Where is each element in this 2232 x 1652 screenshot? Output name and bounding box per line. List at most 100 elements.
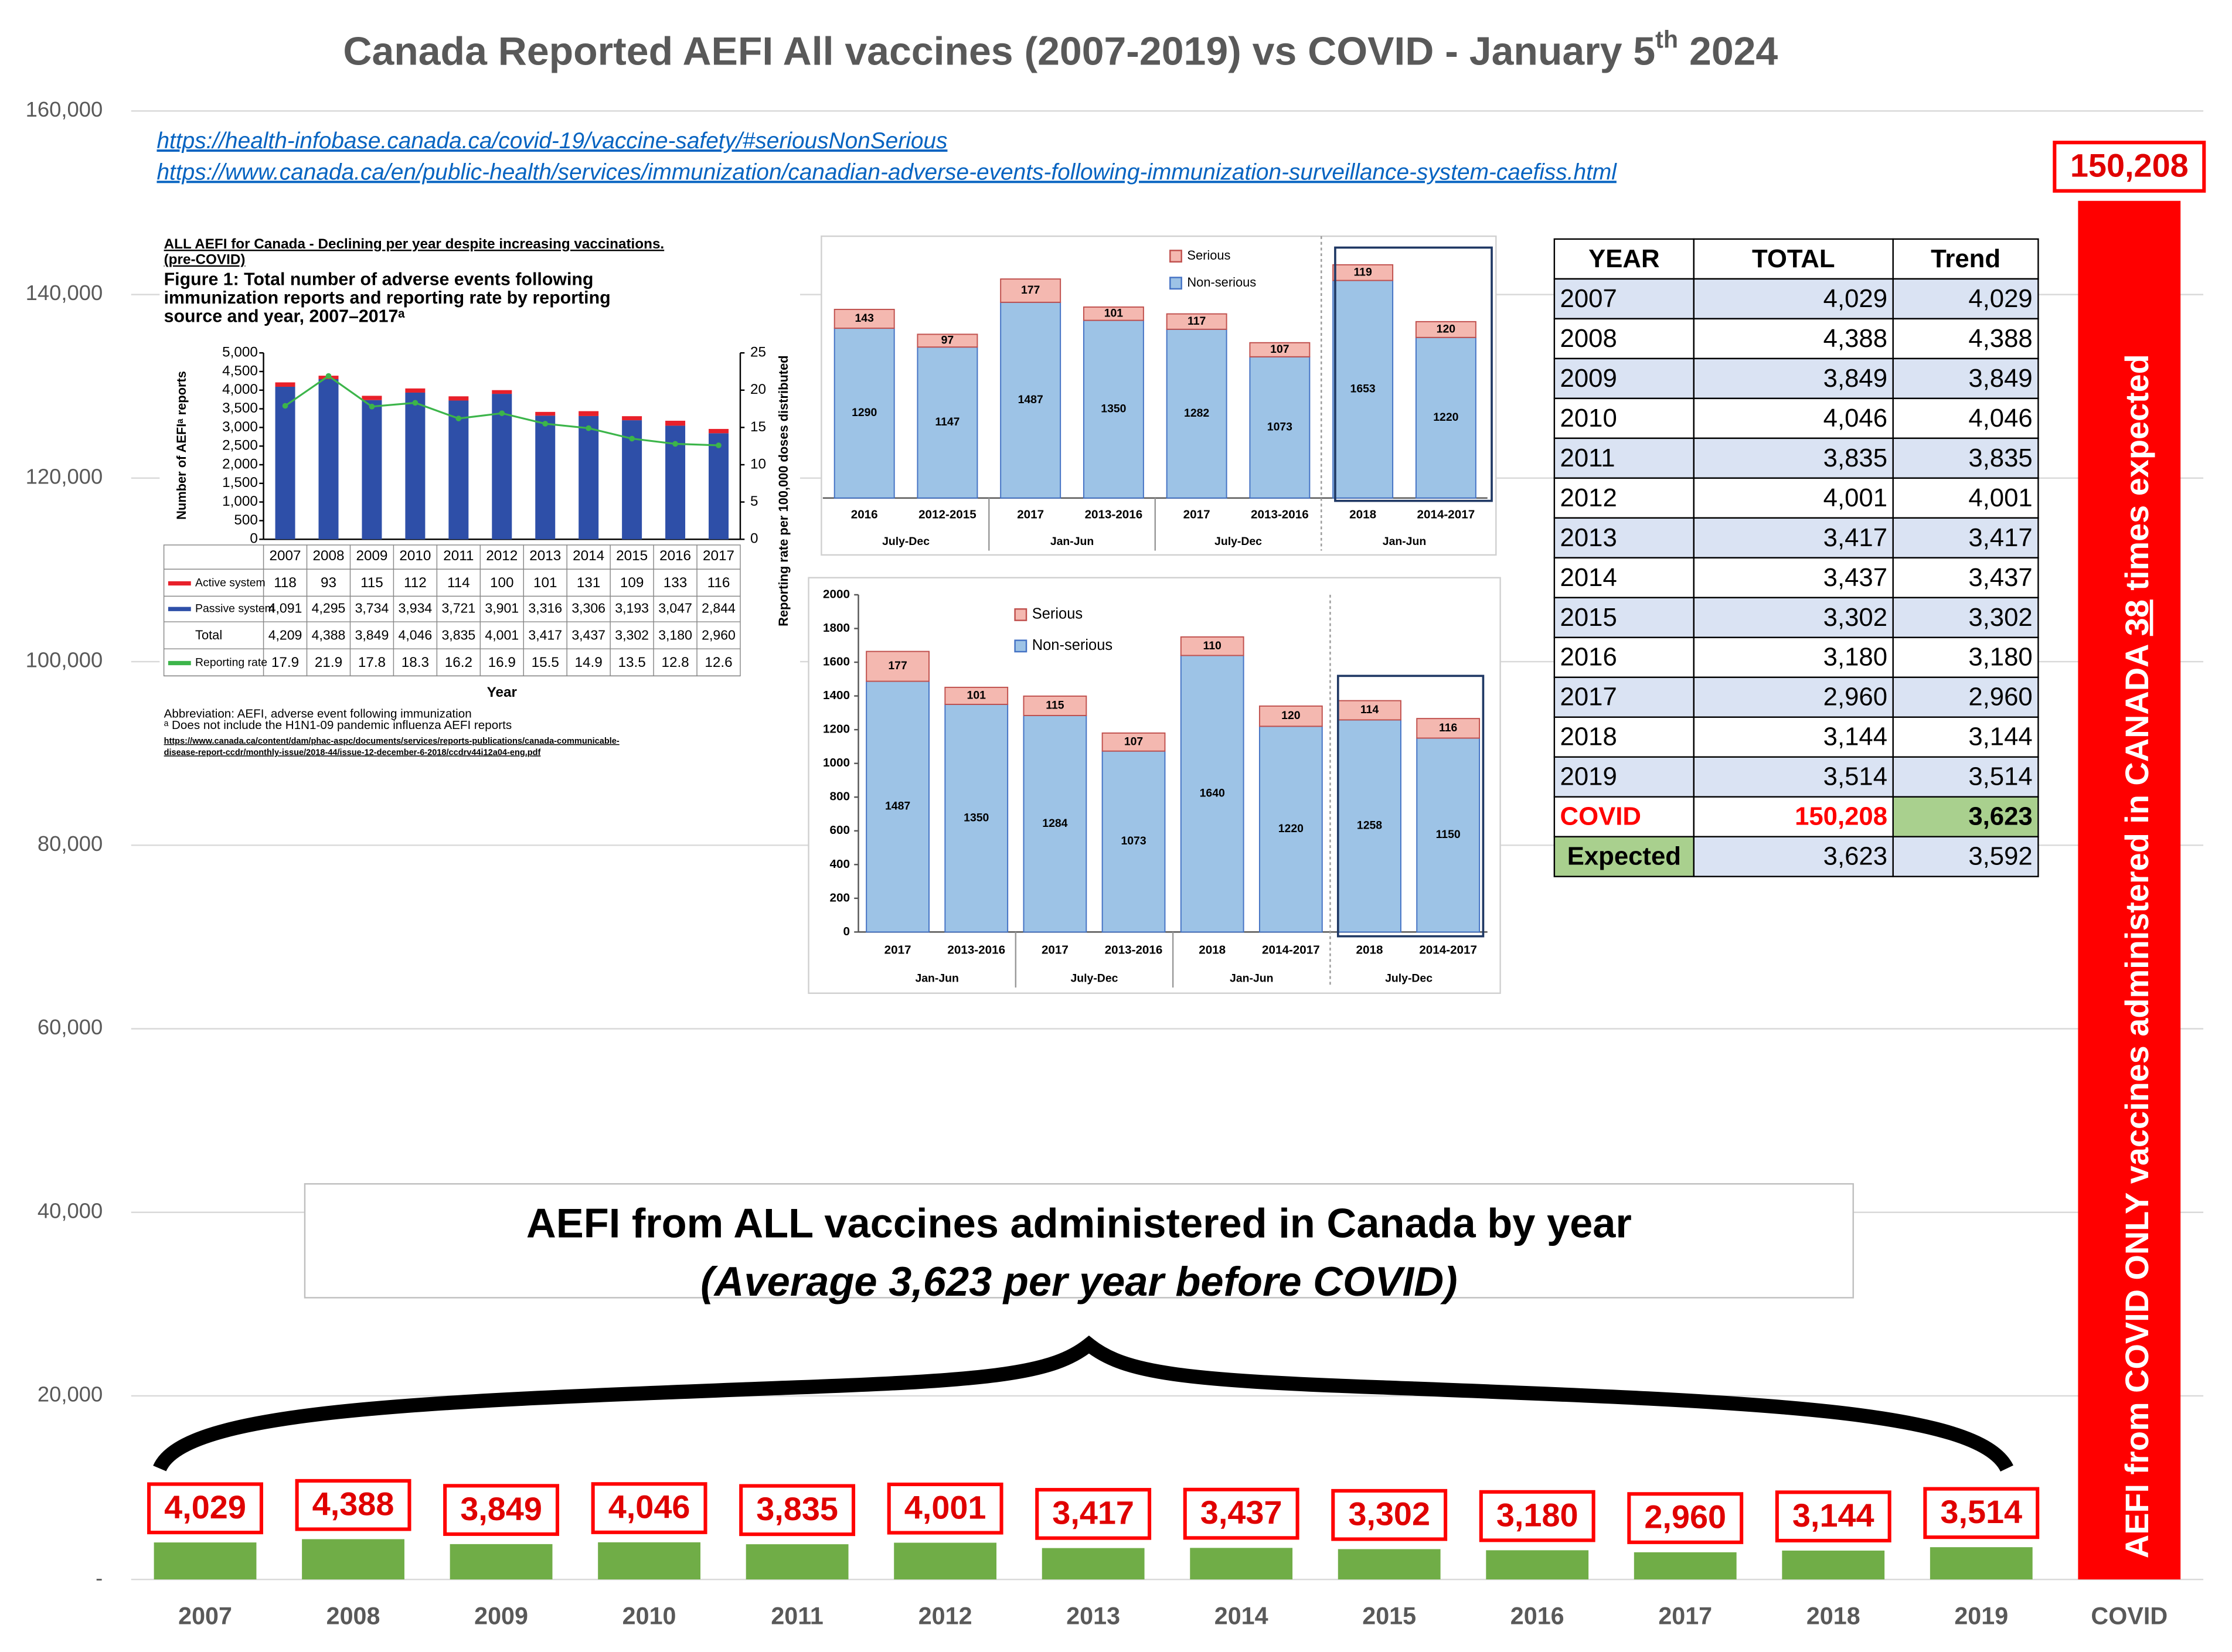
cell-text: 2,960 bbox=[1823, 683, 1887, 711]
main-chart: - 20,000 40,000 60,000 80,000 100,000 120,000 1… bbox=[26, 97, 2206, 1630]
cell-text: 3,437 bbox=[1968, 563, 2032, 592]
link[interactable]: https://www.canada.ca/en/public-health/s… bbox=[156, 159, 1617, 185]
bar bbox=[1486, 1550, 1589, 1580]
bar bbox=[1338, 719, 1401, 933]
value-label: 110 bbox=[1203, 639, 1222, 652]
cell-text: 3,514 bbox=[1968, 762, 2032, 791]
y-tick-label: 120,000 bbox=[26, 464, 103, 488]
cell bbox=[1553, 517, 1695, 559]
bar bbox=[154, 1542, 257, 1580]
link[interactable]: https://health-infobase.canada.ca/covid-… bbox=[156, 128, 947, 154]
cell: 131 bbox=[577, 575, 601, 591]
value-label: 101 bbox=[1104, 306, 1124, 319]
cell-text: 4,029 bbox=[1823, 284, 1887, 313]
cell-text: 3,417 bbox=[1968, 523, 2032, 552]
cell bbox=[1553, 836, 1695, 877]
cell bbox=[1892, 318, 2039, 360]
value-label: 1258 bbox=[1357, 819, 1382, 832]
cell bbox=[1553, 477, 1695, 519]
cell: 21.9 bbox=[315, 655, 342, 670]
value-label: 3,849 bbox=[460, 1490, 542, 1527]
value-label: 116 bbox=[1439, 721, 1458, 734]
value-label: 1147 bbox=[935, 415, 960, 428]
bar bbox=[275, 382, 295, 387]
inset-heading: ALL AEFI for Canada - Declining per year… bbox=[164, 236, 665, 252]
callout-title: AEFI from ALL vaccines administered in C… bbox=[526, 1200, 1632, 1246]
value-label: 3,144 bbox=[1792, 1497, 1874, 1534]
x-tick-label: 2010 bbox=[399, 548, 431, 564]
bar bbox=[405, 388, 426, 393]
bar bbox=[2078, 200, 2181, 1580]
bar bbox=[917, 346, 978, 499]
x-tick-label: 2008 bbox=[313, 548, 345, 564]
y-tick-label: 5,000 bbox=[222, 345, 258, 360]
cell: 109 bbox=[620, 575, 644, 591]
value-label-box bbox=[2053, 141, 2206, 193]
bar bbox=[448, 396, 469, 401]
x-tick-label: 2017 bbox=[703, 548, 734, 564]
value-label: 120 bbox=[1281, 709, 1300, 722]
bar bbox=[362, 396, 382, 400]
cell: 3,721 bbox=[441, 600, 475, 615]
x-tick-label: 2013-2016 bbox=[1085, 507, 1143, 521]
bar bbox=[622, 416, 642, 421]
cell: 12.6 bbox=[705, 655, 732, 670]
cell-text: 4,046 bbox=[1968, 404, 2032, 432]
y-tick-label: 3,500 bbox=[222, 400, 258, 416]
cell bbox=[1693, 517, 1894, 559]
title-main: Canada Reported AEFI All vaccines (2007-… bbox=[343, 29, 1655, 73]
cell bbox=[1892, 557, 2039, 599]
x-tick-label: 2013-2016 bbox=[947, 943, 1005, 956]
bar bbox=[1166, 328, 1227, 499]
cell-text: 4,001 bbox=[1823, 483, 1887, 512]
bar bbox=[579, 411, 599, 416]
cell: 133 bbox=[664, 575, 688, 591]
y2-tick-label: 5 bbox=[750, 493, 758, 509]
value-label: 4,001 bbox=[904, 1488, 986, 1525]
value-label: 4,029 bbox=[164, 1488, 246, 1525]
x-tick-label: 2014-2017 bbox=[1419, 943, 1477, 956]
group-label: Jan-Jun bbox=[1050, 535, 1094, 548]
value-label-box bbox=[1775, 1490, 1891, 1542]
y-tick-label: 1200 bbox=[823, 723, 850, 736]
header-text: YEAR bbox=[1588, 244, 1659, 273]
value-label: 120 bbox=[1437, 322, 1455, 335]
cell: 3,180 bbox=[658, 627, 692, 642]
y2-tick-label: 15 bbox=[750, 419, 766, 435]
cell: 3,734 bbox=[355, 600, 389, 615]
x-tick-label: 2018 bbox=[1199, 943, 1226, 956]
y2-tick-label: 20 bbox=[750, 382, 766, 397]
y-tick-label: 2000 bbox=[823, 587, 850, 601]
group-label: Jan-Jun bbox=[915, 972, 958, 985]
cell bbox=[1892, 676, 2039, 718]
x-tick-label: 2013 bbox=[1066, 1603, 1120, 1630]
bar bbox=[405, 392, 426, 540]
bar bbox=[450, 1544, 553, 1580]
cell bbox=[1693, 397, 1894, 440]
bar bbox=[1000, 278, 1061, 303]
value-label-box bbox=[295, 1479, 411, 1531]
cell: 12.8 bbox=[661, 655, 689, 670]
line-marker bbox=[542, 421, 549, 427]
cell bbox=[1892, 597, 2039, 638]
cell: 3,417 bbox=[528, 627, 562, 642]
y-tick-label: 1800 bbox=[823, 621, 850, 635]
group-label: July-Dec bbox=[1214, 535, 1262, 548]
cell-text: 3,180 bbox=[1823, 643, 1887, 672]
y-tick-label: 140,000 bbox=[26, 281, 103, 305]
bar bbox=[1634, 1552, 1737, 1580]
value-label: 107 bbox=[1270, 343, 1289, 356]
legend-swatch bbox=[1014, 639, 1027, 653]
cell bbox=[1553, 676, 1695, 718]
bar bbox=[1258, 725, 1323, 933]
bar bbox=[1023, 714, 1087, 933]
cell: 17.8 bbox=[358, 655, 386, 670]
bar bbox=[866, 680, 930, 933]
cell: 4,046 bbox=[399, 627, 433, 642]
bar bbox=[709, 428, 729, 434]
line-marker bbox=[629, 435, 635, 442]
bar bbox=[894, 1542, 997, 1580]
cell-text: 4,001 bbox=[1968, 483, 2032, 512]
value-label-box bbox=[591, 1482, 707, 1534]
x-tick-label: 2014-2017 bbox=[1417, 507, 1475, 521]
